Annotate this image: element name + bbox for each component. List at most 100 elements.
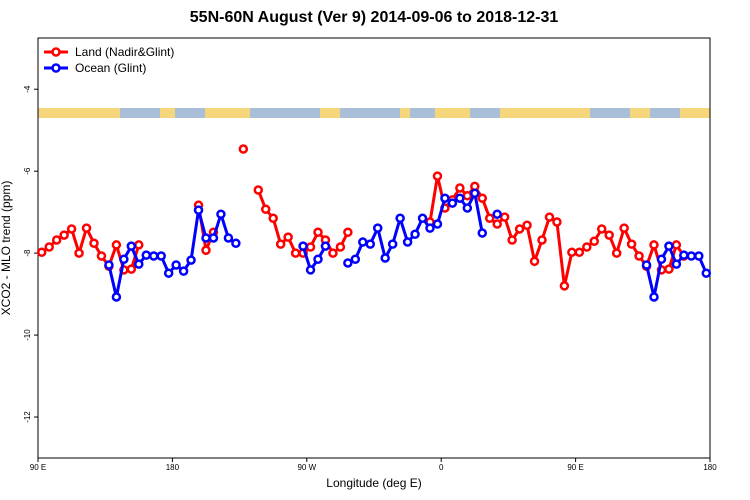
data-point [89, 238, 99, 249]
data-point [604, 230, 614, 240]
data-point [432, 219, 443, 229]
plot-frame [37, 37, 711, 459]
x-axis-label: Longitude (deg E) [326, 476, 421, 490]
data-point [410, 229, 420, 240]
x-tick-label: 180 [703, 463, 717, 472]
data-point [275, 239, 286, 249]
data-point [178, 266, 189, 276]
data-point [134, 240, 144, 250]
data-point [126, 241, 137, 251]
data-point [141, 250, 152, 260]
data-point [649, 292, 659, 302]
data-point [216, 209, 226, 219]
data-point [477, 193, 488, 203]
data-point [320, 241, 331, 251]
y-tick-label: -8 [23, 249, 32, 257]
data-point [395, 213, 405, 224]
data-point [193, 205, 204, 215]
map-strip [38, 108, 710, 118]
data-point [664, 241, 674, 251]
data-point [51, 235, 62, 245]
data-point [59, 230, 69, 240]
data-point [111, 240, 122, 250]
series-line [347, 188, 484, 265]
data-point [664, 264, 674, 274]
x-tick-label: 180 [166, 463, 180, 472]
data-point [492, 209, 502, 219]
data-point [619, 223, 629, 233]
data-point [634, 251, 644, 261]
data-point [372, 223, 383, 233]
data-point [201, 233, 211, 243]
data-point [365, 239, 376, 249]
data-point [253, 185, 264, 195]
data-point [104, 260, 114, 270]
legend-label: Land (Nadir&Glint) [75, 45, 174, 59]
data-point [96, 251, 107, 261]
data-point [201, 245, 211, 256]
data-point [440, 193, 450, 203]
data-point [313, 227, 323, 237]
data-point [484, 213, 495, 224]
data-point [268, 213, 278, 224]
x-tick-label: 0 [439, 463, 444, 472]
x-tick-label: 90 E [567, 463, 583, 472]
data-point [529, 256, 540, 267]
data-point [552, 217, 562, 227]
data-point [298, 241, 308, 251]
series-line [107, 209, 237, 298]
data-point [163, 268, 174, 278]
data-point [694, 251, 704, 261]
y-tick-label: -10 [23, 329, 32, 341]
data-point [611, 248, 622, 258]
data-point [679, 250, 689, 260]
data-point [462, 191, 473, 201]
data-point [686, 251, 697, 261]
data-point [238, 144, 249, 154]
data-point [119, 254, 129, 265]
data-point [499, 212, 510, 222]
data-point [470, 188, 480, 199]
data-point [574, 247, 585, 258]
data-point [671, 259, 682, 269]
data-point [134, 259, 144, 269]
data-point [447, 198, 458, 208]
data-point [350, 254, 361, 265]
data-point [66, 224, 77, 234]
data-point [582, 242, 592, 252]
data-point [455, 193, 465, 203]
y-tick-label: -12 [23, 411, 32, 423]
data-point [111, 292, 122, 302]
data-point [387, 239, 398, 249]
data-point [656, 254, 667, 265]
data-point [596, 224, 607, 234]
data-point [81, 223, 92, 233]
data-point [305, 265, 316, 275]
data-point [343, 227, 353, 237]
data-point [186, 255, 196, 265]
data-point [328, 248, 338, 258]
data-point [559, 281, 570, 291]
data-point [283, 232, 293, 242]
data-point [358, 237, 368, 247]
data-point [455, 183, 465, 193]
data-point [305, 242, 316, 252]
data-point [290, 248, 301, 258]
series-line [301, 245, 327, 274]
data-point [567, 247, 577, 258]
data-point [44, 242, 54, 252]
data-point [537, 235, 547, 245]
data-point [514, 224, 525, 234]
x-tick-label: 90 W [297, 463, 316, 472]
data-point [649, 240, 659, 250]
data-point [417, 213, 428, 224]
data-point [208, 233, 219, 243]
data-point [492, 219, 502, 229]
data-point [231, 238, 241, 249]
legend-label: Ocean (Glint) [75, 61, 146, 75]
data-point [425, 223, 435, 233]
chart-title: 55N-60N August (Ver 9) 2014-09-06 to 201… [190, 9, 559, 26]
data-point [171, 260, 181, 270]
data-point [223, 233, 234, 243]
